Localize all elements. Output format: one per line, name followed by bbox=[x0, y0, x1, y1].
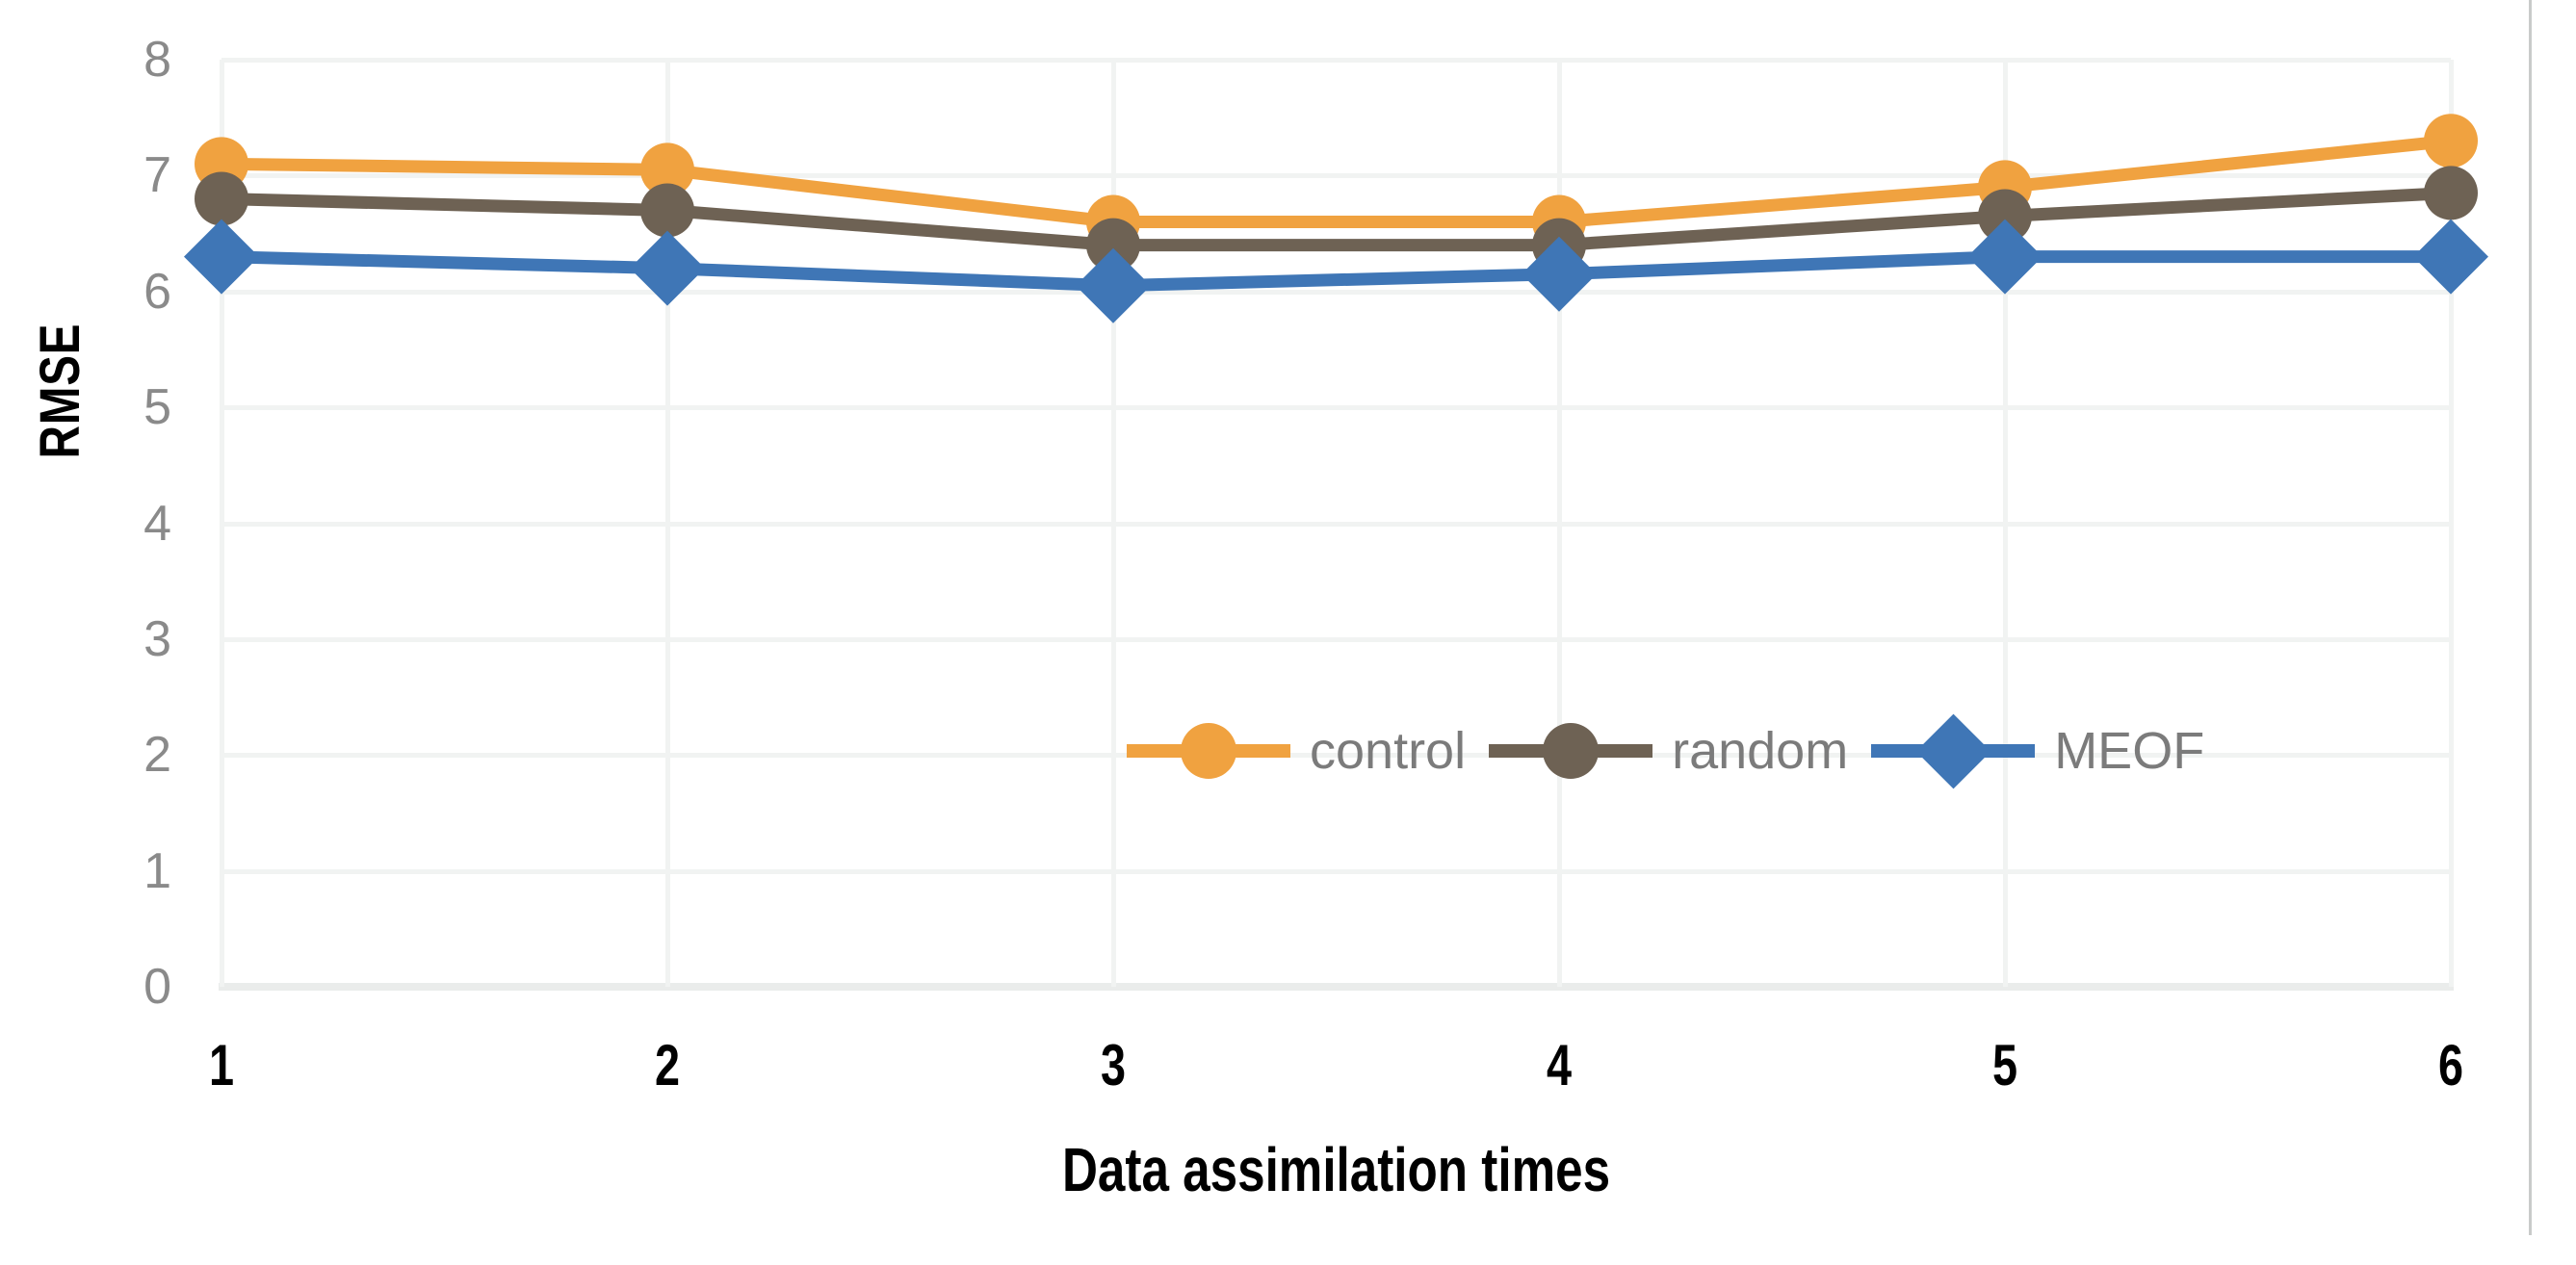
x-gridline-1 bbox=[220, 60, 224, 987]
y-gridline-7 bbox=[221, 173, 2451, 179]
legend: control random MEOF bbox=[1127, 713, 2204, 788]
y-tick-label-6: 6 bbox=[143, 263, 171, 320]
legend-item-MEOF: MEOF bbox=[1871, 712, 2204, 789]
series-line-MEOF bbox=[221, 250, 2451, 293]
x-gridline-2 bbox=[665, 60, 670, 987]
data-point-MEOF-3 bbox=[1076, 247, 1151, 323]
x-tick-label-3: 3 bbox=[1100, 1033, 1127, 1097]
x-tick-label-6: 6 bbox=[2437, 1033, 2464, 1097]
legend-item-random: random bbox=[1489, 712, 1848, 789]
legend-marker-random bbox=[1489, 712, 1653, 789]
y-tick-label-1: 1 bbox=[143, 842, 171, 899]
legend-label-control: control bbox=[1310, 722, 1467, 780]
y-gridline-5 bbox=[221, 405, 2451, 411]
x-axis-title: Data assimilation times bbox=[1061, 1135, 1611, 1204]
y-tick-label-8: 8 bbox=[143, 32, 171, 88]
legend-item-control: control bbox=[1127, 712, 1466, 789]
legend-marker-MEOF bbox=[1871, 712, 2036, 789]
x-axis-line bbox=[219, 983, 2454, 991]
series-plot bbox=[184, 114, 2488, 323]
figure-edge-line bbox=[2529, 0, 2532, 1235]
y-tick-label-0: 0 bbox=[143, 959, 171, 1015]
y-tick-label-5: 5 bbox=[143, 379, 171, 436]
data-point-MEOF-5 bbox=[1967, 219, 2043, 295]
data-point-random-1 bbox=[195, 171, 248, 226]
data-point-random-5 bbox=[1978, 189, 2032, 244]
x-gridline-3 bbox=[1111, 60, 1116, 987]
data-point-MEOF-4 bbox=[1522, 236, 1597, 312]
legend-circle-icon bbox=[1181, 723, 1236, 779]
y-tick-label-2: 2 bbox=[143, 727, 171, 784]
legend-label-MEOF: MEOF bbox=[2054, 722, 2205, 780]
data-point-MEOF-1 bbox=[184, 219, 259, 295]
y-gridline-1 bbox=[221, 868, 2451, 874]
legend-diamond-icon bbox=[1915, 713, 1991, 788]
plot-area: control random MEOF bbox=[184, 58, 2488, 991]
data-point-MEOF-2 bbox=[630, 230, 705, 306]
series-line-random bbox=[221, 186, 2452, 252]
legend-marker-control bbox=[1127, 712, 1290, 789]
y-tick-label-7: 7 bbox=[143, 147, 171, 204]
data-point-control-2 bbox=[640, 142, 694, 197]
x-tick-label-4: 4 bbox=[1546, 1033, 1573, 1097]
data-point-random-6 bbox=[2424, 166, 2478, 220]
y-axis-title: RMSE bbox=[29, 323, 91, 459]
x-tick-label-5: 5 bbox=[1991, 1033, 2018, 1097]
data-point-MEOF-6 bbox=[2413, 219, 2488, 295]
data-point-random-2 bbox=[640, 183, 694, 238]
legend-circle-icon bbox=[1543, 723, 1600, 779]
x-gridline-5 bbox=[2003, 60, 2008, 987]
x-tick-label-2: 2 bbox=[654, 1033, 681, 1097]
data-point-control-6 bbox=[2424, 114, 2478, 168]
y-gridline-2 bbox=[221, 753, 2451, 759]
y-tick-label-4: 4 bbox=[143, 495, 171, 552]
y-gridline-8 bbox=[221, 58, 2451, 63]
series-line-control bbox=[221, 134, 2452, 228]
y-gridline-4 bbox=[221, 521, 2451, 527]
y-tick-label-3: 3 bbox=[143, 610, 171, 667]
x-gridline-6 bbox=[2449, 60, 2454, 987]
legend-label-random: random bbox=[1672, 722, 1849, 780]
x-gridline-4 bbox=[1557, 60, 1562, 987]
x-tick-label-1: 1 bbox=[208, 1033, 235, 1097]
data-point-random-3 bbox=[1086, 218, 1140, 272]
y-gridline-3 bbox=[221, 636, 2451, 642]
y-gridline-6 bbox=[221, 289, 2451, 295]
